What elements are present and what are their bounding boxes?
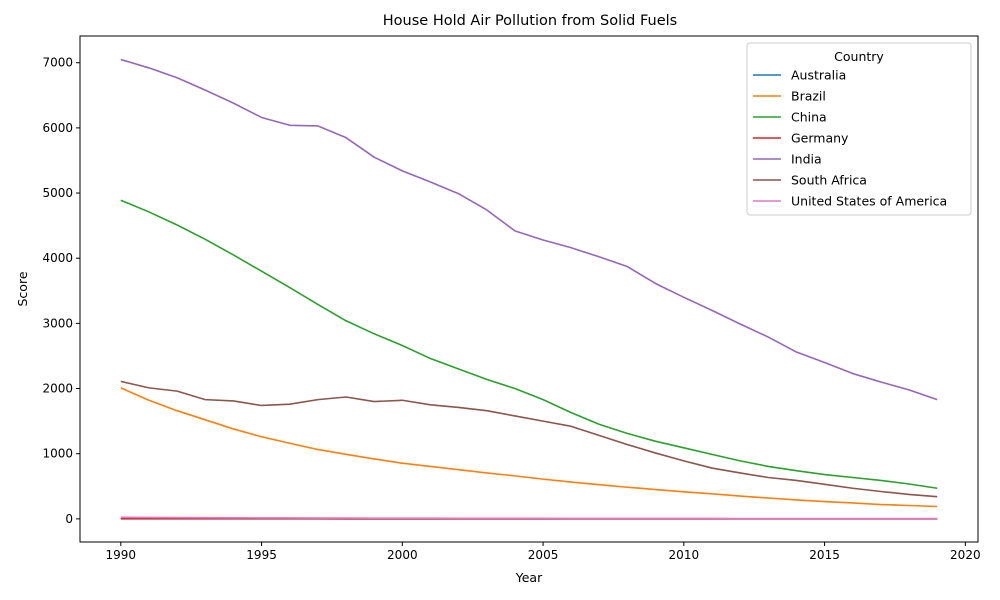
x-tick-label: 1995	[246, 548, 277, 562]
series-layer	[120, 58, 938, 520]
y-tick-label: 1000	[42, 447, 73, 461]
y-tick-label: 7000	[42, 56, 73, 70]
x-axis: 1990 1995 2000 2005 2010 2015 2020	[106, 542, 981, 562]
y-tick-label: 3000	[42, 316, 73, 330]
series-line-united-states-of-america	[120, 516, 938, 520]
y-axis-label: Score	[15, 271, 30, 306]
series-line-india	[120, 58, 938, 401]
x-tick-label: 2010	[669, 548, 700, 562]
y-tick-label: 4000	[42, 251, 73, 265]
y-tick-label: 0	[65, 512, 73, 526]
series-line-south-africa	[120, 380, 938, 498]
legend-label-germany: Germany	[791, 131, 849, 146]
y-tick-label: 2000	[42, 382, 73, 396]
series-line-brazil	[120, 387, 938, 508]
legend-label-australia: Australia	[791, 68, 846, 83]
x-tick-label: 2015	[809, 548, 840, 562]
legend-label-india: India	[791, 152, 822, 167]
legend: Country Australia Brazil China Germany India…	[746, 42, 972, 216]
chart-title: House Hold Air Pollution from Solid Fuel…	[383, 13, 677, 29]
y-axis: 0 1000 2000 3000 4000 5000 6000 7000	[42, 56, 80, 526]
legend-label-united-states-of-america: United States of America	[791, 194, 947, 209]
x-tick-label: 2000	[387, 548, 418, 562]
legend-label-brazil: Brazil	[791, 89, 826, 104]
legend-label-south-africa: South Africa	[791, 173, 867, 188]
legend-label-china: China	[791, 110, 827, 125]
y-tick-label: 5000	[42, 186, 73, 200]
y-tick-label: 6000	[42, 121, 73, 135]
legend-items: Australia Brazil China Germany India South Af…	[753, 68, 947, 209]
legend-title: Country	[834, 49, 884, 64]
x-axis-label: Year	[515, 570, 543, 585]
x-tick-label: 1990	[106, 548, 137, 562]
legend-box	[746, 42, 972, 216]
series-line-china	[120, 199, 938, 490]
plot-frame	[79, 35, 979, 543]
x-tick-label: 2020	[950, 548, 981, 562]
x-tick-label: 2005	[528, 548, 559, 562]
